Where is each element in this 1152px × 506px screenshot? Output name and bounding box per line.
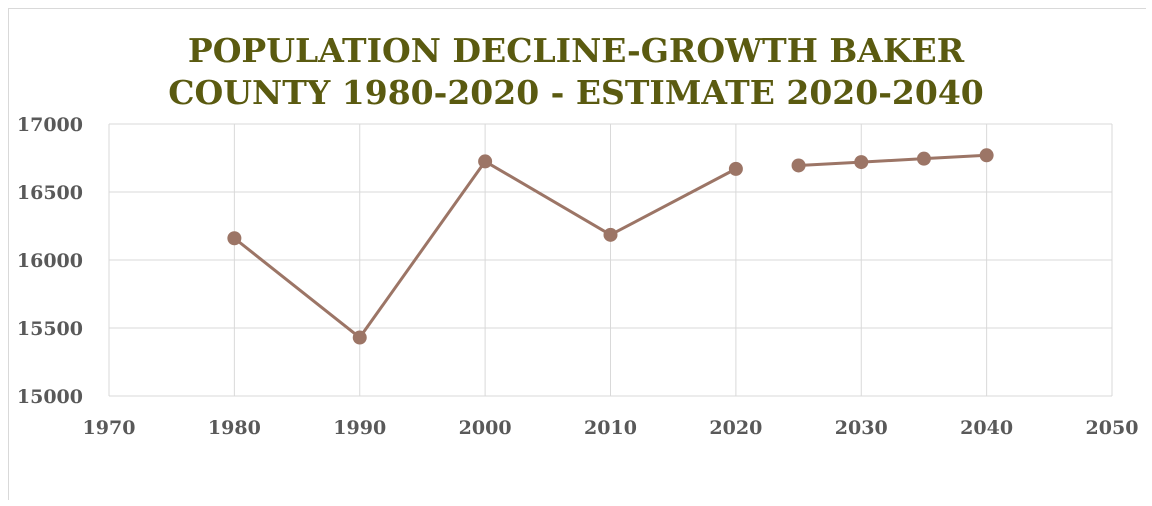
y-tick-label: 15500 [17, 318, 83, 340]
x-tick-label: 2030 [835, 417, 888, 439]
y-tick-label: 16500 [17, 182, 83, 204]
data-point [227, 231, 242, 246]
x-tick-label: 1980 [208, 417, 261, 439]
data-point [728, 161, 743, 176]
data-point [854, 155, 869, 170]
x-tick-label: 2010 [584, 417, 637, 439]
y-tick-label: 15000 [17, 386, 83, 408]
data-point [791, 158, 806, 173]
x-tick-label: 2050 [1086, 417, 1139, 439]
data-point [916, 151, 931, 166]
chart-title-line-1: POPULATION DECLINE-GROWTH BAKER [187, 31, 965, 70]
y-tick-label: 16000 [17, 250, 83, 272]
data-point [979, 148, 994, 163]
x-tick-label: 2000 [459, 417, 512, 439]
x-tick-label: 1990 [333, 417, 386, 439]
chart-frame [8, 8, 1146, 500]
x-tick-label: 2040 [960, 417, 1013, 439]
series-line-2 [797, 153, 989, 167]
data-point [603, 227, 618, 242]
chart-title-line-2: COUNTY 1980-2020 - ESTIMATE 2020-2040 [168, 73, 984, 112]
x-tick-label: 1970 [83, 417, 136, 439]
x-tick-label: 2020 [709, 417, 762, 439]
y-tick-label: 17000 [17, 114, 83, 136]
chart-title: POPULATION DECLINE-GROWTH BAKER COUNTY 1… [0, 30, 1152, 114]
data-point [478, 154, 493, 169]
data-point [352, 330, 367, 345]
